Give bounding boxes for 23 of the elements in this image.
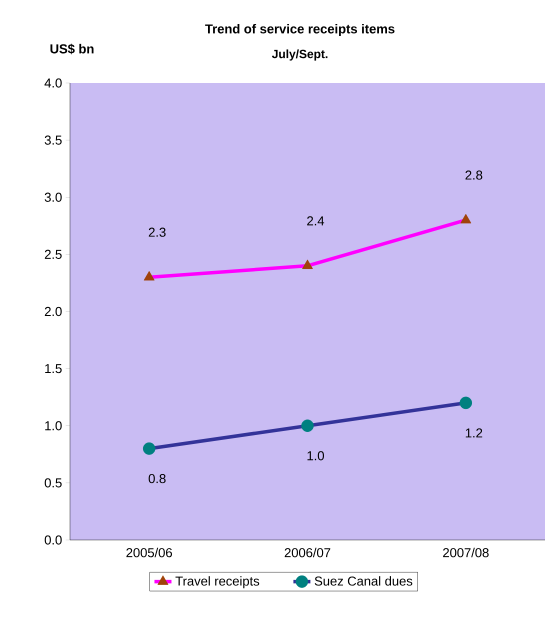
y-tick-label: 3.5 [44,136,62,145]
x-tick-label: 2006/07 [284,548,330,558]
x-tick-label: 2007/08 [443,548,489,558]
x-tick-label: 2005/06 [126,548,172,558]
y-tick-label: 4.0 [44,78,62,88]
y-tick-label: 2.5 [44,250,62,259]
data-label: 2.3 [148,228,166,237]
data-label: 2.8 [465,170,482,180]
y-tick-label: 1.0 [45,421,62,430]
y-axis-title: US$ bn [50,44,94,54]
data-label: 1.2 [466,428,482,438]
data-label: 1.0 [307,451,324,460]
chart-subtitle: July/Sept. [272,49,328,61]
y-tick-label: 0.0 [44,535,62,545]
y-tick-label: 1.5 [45,364,62,374]
legend-label: Travel receipts [176,576,260,588]
chart-title: Trend of service receipts items [205,24,394,36]
data-label: 0.8 [148,474,166,484]
data-label: 2.4 [307,216,324,226]
y-tick-label: 2.0 [44,306,62,316]
y-tick-label: 0.5 [44,478,62,488]
y-tick-label: 3.0 [44,192,62,202]
legend-label: Suez Canal dues [314,576,412,586]
